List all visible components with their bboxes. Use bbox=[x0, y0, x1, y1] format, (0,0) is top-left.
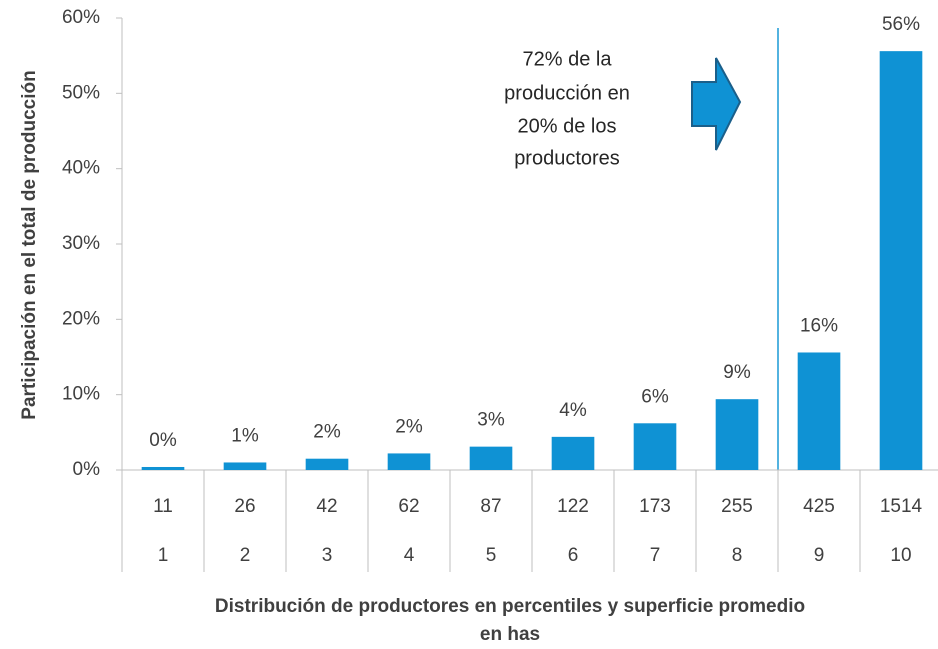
data-label: 1% bbox=[231, 425, 259, 446]
data-label: 56% bbox=[882, 14, 920, 35]
y-tick-label: 60% bbox=[62, 7, 100, 28]
x-tick-label: 6 bbox=[568, 545, 579, 566]
x-tick-label: 1 bbox=[158, 545, 169, 566]
data-label: 16% bbox=[800, 315, 838, 336]
x-tick-label: 9 bbox=[814, 545, 825, 566]
data-label: 3% bbox=[477, 410, 505, 431]
x-tick-label: 11 bbox=[153, 496, 173, 517]
x-tick-label: 26 bbox=[234, 496, 255, 517]
bar bbox=[797, 352, 841, 470]
y-tick-label: 30% bbox=[62, 233, 100, 254]
y-tick-label: 10% bbox=[62, 384, 100, 405]
x-tick-label: 1514 bbox=[880, 496, 923, 517]
x-tick-label: 2 bbox=[240, 545, 251, 566]
y-tick-label: 40% bbox=[62, 158, 100, 179]
bar bbox=[387, 453, 431, 470]
data-label: 2% bbox=[313, 422, 341, 443]
data-label: 2% bbox=[395, 416, 423, 437]
bar bbox=[469, 446, 513, 470]
bar bbox=[879, 51, 923, 470]
bar bbox=[715, 399, 759, 470]
x-tick-label: 425 bbox=[803, 496, 835, 517]
data-label: 6% bbox=[641, 386, 669, 407]
x-tick-label: 3 bbox=[322, 545, 333, 566]
y-tick-label: 0% bbox=[73, 459, 101, 480]
bar bbox=[633, 423, 677, 470]
data-label: 4% bbox=[559, 400, 587, 421]
annotation: 20% de los bbox=[518, 115, 617, 137]
x-tick-label: 255 bbox=[721, 496, 753, 517]
x-tick-label: 122 bbox=[557, 496, 589, 517]
x-axis-title: en has bbox=[480, 624, 540, 645]
x-tick-label: 4 bbox=[404, 545, 415, 566]
bar bbox=[551, 436, 595, 470]
data-label: 0% bbox=[149, 430, 177, 451]
x-tick-label: 5 bbox=[486, 545, 497, 566]
bar bbox=[305, 458, 349, 470]
x-tick-label: 10 bbox=[890, 545, 911, 566]
x-tick-label: 62 bbox=[398, 496, 419, 517]
x-tick-label: 173 bbox=[639, 496, 671, 517]
arrow bbox=[691, 57, 742, 151]
y-axis-title: Participación en el total de producción bbox=[19, 70, 40, 419]
x-axis-title: Distribución de productores en percentil… bbox=[215, 596, 805, 617]
bar bbox=[223, 462, 267, 470]
x-tick-label: 7 bbox=[650, 545, 661, 566]
annotation: producción en bbox=[504, 82, 630, 104]
data-label: 9% bbox=[723, 362, 751, 383]
annotation: productores bbox=[514, 147, 620, 169]
y-tick-label: 50% bbox=[62, 82, 100, 103]
x-tick-label: 87 bbox=[480, 496, 501, 517]
annotation: 72% de la bbox=[523, 48, 613, 70]
x-tick-label: 42 bbox=[316, 496, 337, 517]
bar bbox=[141, 466, 185, 470]
x-tick-label: 8 bbox=[732, 545, 743, 566]
y-tick-label: 20% bbox=[62, 308, 100, 329]
